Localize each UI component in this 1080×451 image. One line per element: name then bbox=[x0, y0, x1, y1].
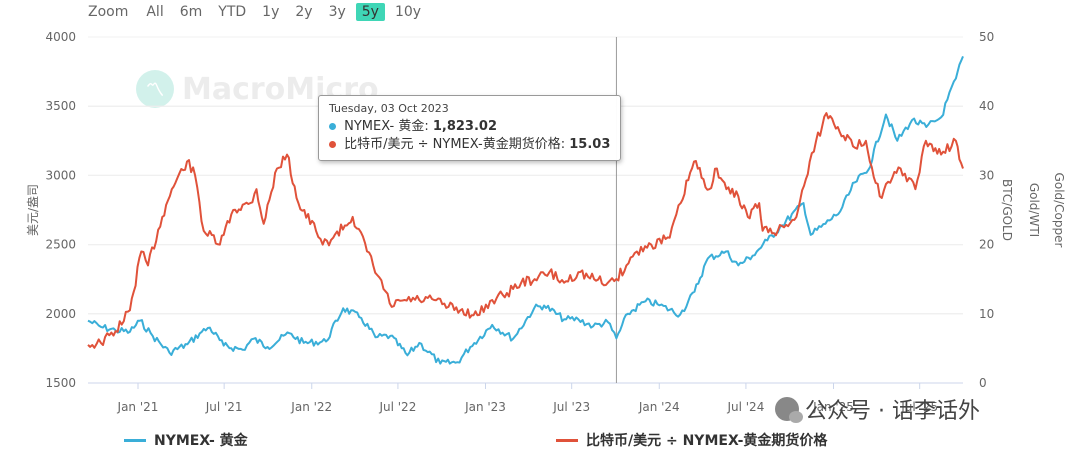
x-axis-tick-label: Jul '25 bbox=[900, 400, 938, 414]
gridlines bbox=[88, 36, 963, 384]
right-axis-tick-label: 20 bbox=[979, 238, 994, 252]
tooltip-dot-gold bbox=[329, 123, 336, 130]
tooltip-row-gold: NYMEX- 黄金: 1,823.02 bbox=[329, 118, 610, 136]
tooltip-series-value: 15.03 bbox=[569, 137, 611, 152]
x-axis-tick-label: Jan '24 bbox=[638, 400, 680, 414]
legend-label-gold: NYMEX- 黄金 bbox=[154, 433, 248, 449]
legend-swatch-gold bbox=[124, 438, 146, 442]
legend-swatch-btc-gold bbox=[556, 438, 578, 442]
tooltip-date: Tuesday, 03 Oct 2023 bbox=[329, 102, 449, 115]
right-axis-title-btc-gold: BTC/GOLD bbox=[1000, 179, 1014, 241]
legend-label-btc-gold: 比特币/美元 ÷ NYMEX-黄金期货价格 bbox=[586, 433, 828, 449]
zoom-bar: Zoom All 6m YTD 1y 2y 3y 5y 10y bbox=[88, 2, 427, 22]
tooltip-dot-btc-gold bbox=[329, 141, 336, 148]
right-axis-title-gold-wti: Gold/WTI bbox=[1027, 183, 1041, 237]
x-axis-tick-label: Jul '23 bbox=[552, 400, 590, 414]
x-axis-tick-label: Jul '22 bbox=[378, 400, 416, 414]
left-axis-tick-label: 1500 bbox=[45, 376, 76, 390]
zoom-ytd-button[interactable]: YTD bbox=[218, 4, 247, 20]
right-axis-tick-label: 30 bbox=[979, 168, 994, 182]
x-axis-ticks: Jan '21 Jul '21 Jan '22 Jul '22 Jan '23 Jul '… bbox=[117, 383, 938, 414]
right-axis-tick-label: 40 bbox=[979, 99, 994, 113]
x-axis-tick-label: Jul '24 bbox=[726, 400, 764, 414]
left-axis-tick-label: 2500 bbox=[45, 238, 76, 252]
left-axis-ticks: 1500 2000 2500 3000 3500 4000 bbox=[45, 30, 76, 390]
zoom-all-button[interactable]: All bbox=[146, 4, 164, 20]
zoom-3y-button[interactable]: 3y bbox=[328, 4, 346, 20]
legend-item-btc-gold[interactable]: 比特币/美元 ÷ NYMEX-黄金期货价格 bbox=[556, 430, 827, 450]
right-axis-ticks: 0 10 20 30 40 50 bbox=[979, 30, 994, 390]
x-axis-tick-label: Jan '21 bbox=[117, 400, 159, 414]
zoom-label: Zoom bbox=[88, 4, 129, 20]
tooltip-series-name: NYMEX- 黄金 bbox=[344, 119, 425, 134]
zoom-1y-button[interactable]: 1y bbox=[262, 4, 280, 20]
zoom-5y-button[interactable]: 5y bbox=[355, 3, 385, 21]
left-axis-tick-label: 3500 bbox=[45, 99, 76, 113]
right-axis-title-gold-copper: Gold/Copper bbox=[1052, 173, 1066, 248]
right-axis-tick-label: 0 bbox=[979, 376, 987, 390]
right-axis-tick-label: 50 bbox=[979, 30, 994, 44]
right-axis-tick-label: 10 bbox=[979, 307, 994, 321]
watermark-logo-icon: 〽 bbox=[136, 70, 174, 108]
tooltip-row-btc-gold: 比特币/美元 ÷ NYMEX-黄金期货价格: 15.03 bbox=[329, 136, 610, 154]
x-axis-tick-label: Jan '23 bbox=[464, 400, 506, 414]
left-axis-title: 美元/盎司 bbox=[26, 184, 40, 236]
tooltip-series-value: 1,823.02 bbox=[432, 119, 497, 134]
legend-item-gold[interactable]: NYMEX- 黄金 bbox=[124, 430, 248, 450]
zoom-6m-button[interactable]: 6m bbox=[179, 4, 203, 20]
wechat-watermark: 公众号 · 话李话外 bbox=[775, 393, 980, 425]
tooltip-series-name: 比特币/美元 ÷ NYMEX-黄金期货价格 bbox=[344, 137, 561, 152]
wechat-text: 公众号 · 话李话外 bbox=[805, 399, 980, 424]
zoom-2y-button[interactable]: 2y bbox=[295, 4, 313, 20]
left-axis-tick-label: 3000 bbox=[45, 168, 76, 182]
wechat-icon bbox=[775, 397, 803, 423]
tooltip: Tuesday, 03 Oct 2023 NYMEX- 黄金: 1,823.02… bbox=[318, 95, 622, 161]
x-axis-tick-label: Jan '22 bbox=[290, 400, 332, 414]
left-axis-tick-label: 4000 bbox=[45, 30, 76, 44]
series-line-gold bbox=[87, 56, 964, 365]
left-axis-tick-label: 2000 bbox=[45, 307, 76, 321]
series-line-btc-gold bbox=[87, 112, 964, 349]
zoom-10y-button[interactable]: 10y bbox=[394, 4, 422, 20]
x-axis-tick-label: Jul '21 bbox=[205, 400, 243, 414]
x-axis-tick-label: Jan '25 bbox=[812, 400, 854, 414]
